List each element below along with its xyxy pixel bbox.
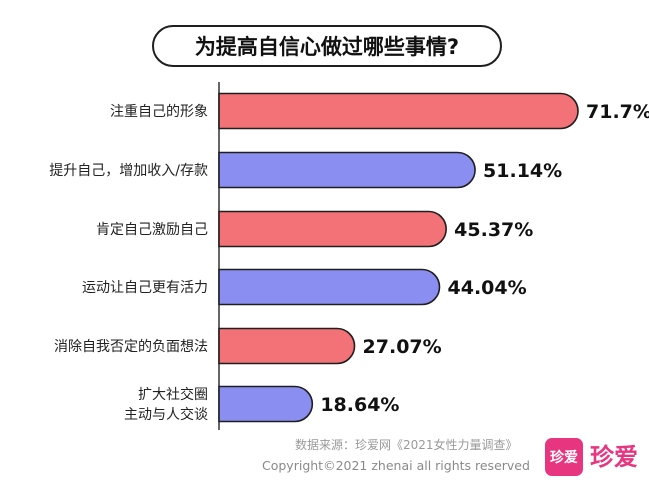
- chart-title: 为提高自信心做过哪些事情?: [152, 25, 502, 67]
- bar-5: [218, 385, 314, 423]
- value-label-5: 18.64%: [320, 394, 399, 416]
- category-label-1: 提升自己，增加收入/存款: [49, 163, 208, 179]
- category-label-5: 扩大社交圈主动与人交谈: [124, 386, 208, 423]
- category-label-4: 消除自我否定的负面想法: [54, 339, 208, 355]
- value-label-2: 45.37%: [454, 219, 533, 241]
- value-label-4: 27.07%: [363, 336, 442, 358]
- category-label-2: 肯定自己激励自己: [96, 221, 208, 238]
- category-label-0: 注重自己的形象: [110, 104, 208, 120]
- bar-0: [218, 92, 579, 130]
- value-label-3: 44.04%: [448, 277, 527, 299]
- bar-4: [218, 327, 356, 365]
- source-note: 数据来源：珍爱网《2021女性力量调查》: [295, 438, 518, 452]
- zhenai-logo-badge: 珍爱: [545, 438, 583, 476]
- value-label-0: 71.7%: [586, 101, 649, 123]
- bar-2: [218, 210, 447, 248]
- value-label-1: 51.14%: [483, 160, 562, 182]
- bar-1: [218, 151, 476, 189]
- copyright-text: Copyright©2021 zhenai all rights reserve…: [262, 458, 530, 473]
- category-label-3: 运动让自己更有活力: [82, 280, 208, 296]
- bar-3: [218, 268, 441, 306]
- zhenai-logo-text: 珍爱: [590, 443, 638, 471]
